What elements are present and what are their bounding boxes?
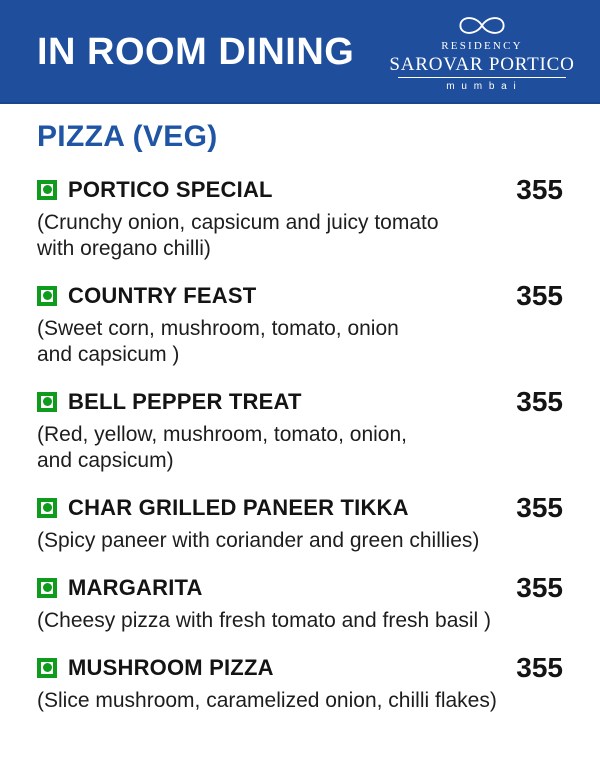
menu-item-row: BELL PEPPER TREAT 355 (37, 385, 563, 418)
item-description-line: (Sweet corn, mushroom, tomato, onion (37, 317, 399, 340)
item-price: 355 (516, 491, 563, 523)
menu-item-row: PORTICO SPECIAL 355 (37, 173, 563, 206)
brand-logo: RESIDENCY SAROVAR PORTICO m u m b a i (389, 12, 574, 92)
veg-mark-dot (42, 583, 52, 592)
menu-item: MUSHROOM PIZZA 355 (Slice mushroom, carame… (37, 651, 563, 714)
item-description-line: (Crunchy onion, capsicum and juicy tomat… (37, 211, 439, 234)
menu-item: PORTICO SPECIAL 355 (Crunchy onion, capsic… (37, 173, 563, 262)
page-title: IN ROOM DINING (37, 30, 355, 73)
veg-mark-dot (42, 185, 52, 194)
veg-mark-icon (37, 657, 57, 678)
item-description: (Crunchy onion, capsicum and juicy tomat… (37, 210, 563, 262)
item-description: (Cheesy pizza with fresh tomato and fres… (37, 608, 563, 634)
menu-item: COUNTRY FEAST 355 (Sweet corn, mushroom, t… (37, 279, 563, 368)
item-description-line: (Red, yellow, mushroom, tomato, onion, (37, 423, 408, 446)
item-description: (Slice mushroom, caramelized onion, chil… (37, 688, 563, 714)
item-description-line: with oregano chilli) (37, 237, 211, 260)
item-name: MUSHROOM PIZZA (68, 654, 274, 680)
item-description-line: and capsicum ) (37, 343, 180, 366)
item-description: (Spicy paneer with coriander and green c… (37, 528, 563, 554)
item-price: 355 (516, 385, 563, 417)
item-name: PORTICO SPECIAL (68, 176, 273, 202)
brand-residency-label: RESIDENCY (441, 40, 523, 52)
item-description-line: (Cheesy pizza with fresh tomato and fres… (37, 609, 492, 632)
item-description-line: and capsicum) (37, 449, 174, 472)
header-banner: IN ROOM DINING RESIDENCY SAROVAR PORTICO… (0, 0, 600, 104)
item-price: 355 (516, 571, 563, 603)
veg-mark-dot (42, 291, 52, 300)
item-description-line: (Spicy paneer with coriander and green c… (37, 529, 480, 552)
item-description-line: (Slice mushroom, caramelized onion, chil… (37, 689, 497, 712)
veg-mark-dot (42, 397, 52, 406)
item-price: 355 (516, 651, 563, 683)
veg-mark-icon (37, 285, 57, 306)
item-description: (Red, yellow, mushroom, tomato, onion, an… (37, 422, 563, 474)
menu-item-row: COUNTRY FEAST 355 (37, 279, 563, 312)
item-description: (Sweet corn, mushroom, tomato, onion and … (37, 316, 563, 368)
veg-mark-icon (37, 577, 57, 598)
veg-mark-dot (42, 503, 52, 512)
brand-divider (398, 77, 566, 78)
veg-mark-icon (37, 179, 57, 200)
veg-mark-icon (37, 497, 57, 518)
menu-item-row: MARGARITA 355 (37, 571, 563, 604)
menu-item: CHAR GRILLED PANEER TIKKA 355 (Spicy panee… (37, 491, 563, 554)
veg-mark-dot (42, 663, 52, 672)
item-name: CHAR GRILLED PANEER TIKKA (68, 494, 409, 520)
item-name: COUNTRY FEAST (68, 282, 257, 308)
menu-body: PIZZA (VEG) PORTICO SPECIAL 355 (Crunchy o… (0, 104, 600, 714)
menu-item: BELL PEPPER TREAT 355 (Red, yellow, mushro… (37, 385, 563, 474)
veg-mark-icon (37, 391, 57, 412)
menu-item: MARGARITA 355 (Cheesy pizza with fresh tom… (37, 571, 563, 634)
menu-item-row: CHAR GRILLED PANEER TIKKA 355 (37, 491, 563, 524)
brand-city-label: m u m b a i (446, 81, 518, 92)
menu-item-row: MUSHROOM PIZZA 355 (37, 651, 563, 684)
item-name: MARGARITA (68, 574, 203, 600)
brand-name-label: SAROVAR PORTICO (389, 54, 575, 75)
infinity-ribbon-icon (459, 17, 505, 34)
item-price: 355 (516, 279, 563, 311)
item-price: 355 (516, 173, 563, 205)
item-name: BELL PEPPER TREAT (68, 388, 302, 414)
menu-list: PORTICO SPECIAL 355 (Crunchy onion, capsic… (37, 173, 563, 714)
section-title: PIZZA (VEG) (37, 120, 218, 153)
